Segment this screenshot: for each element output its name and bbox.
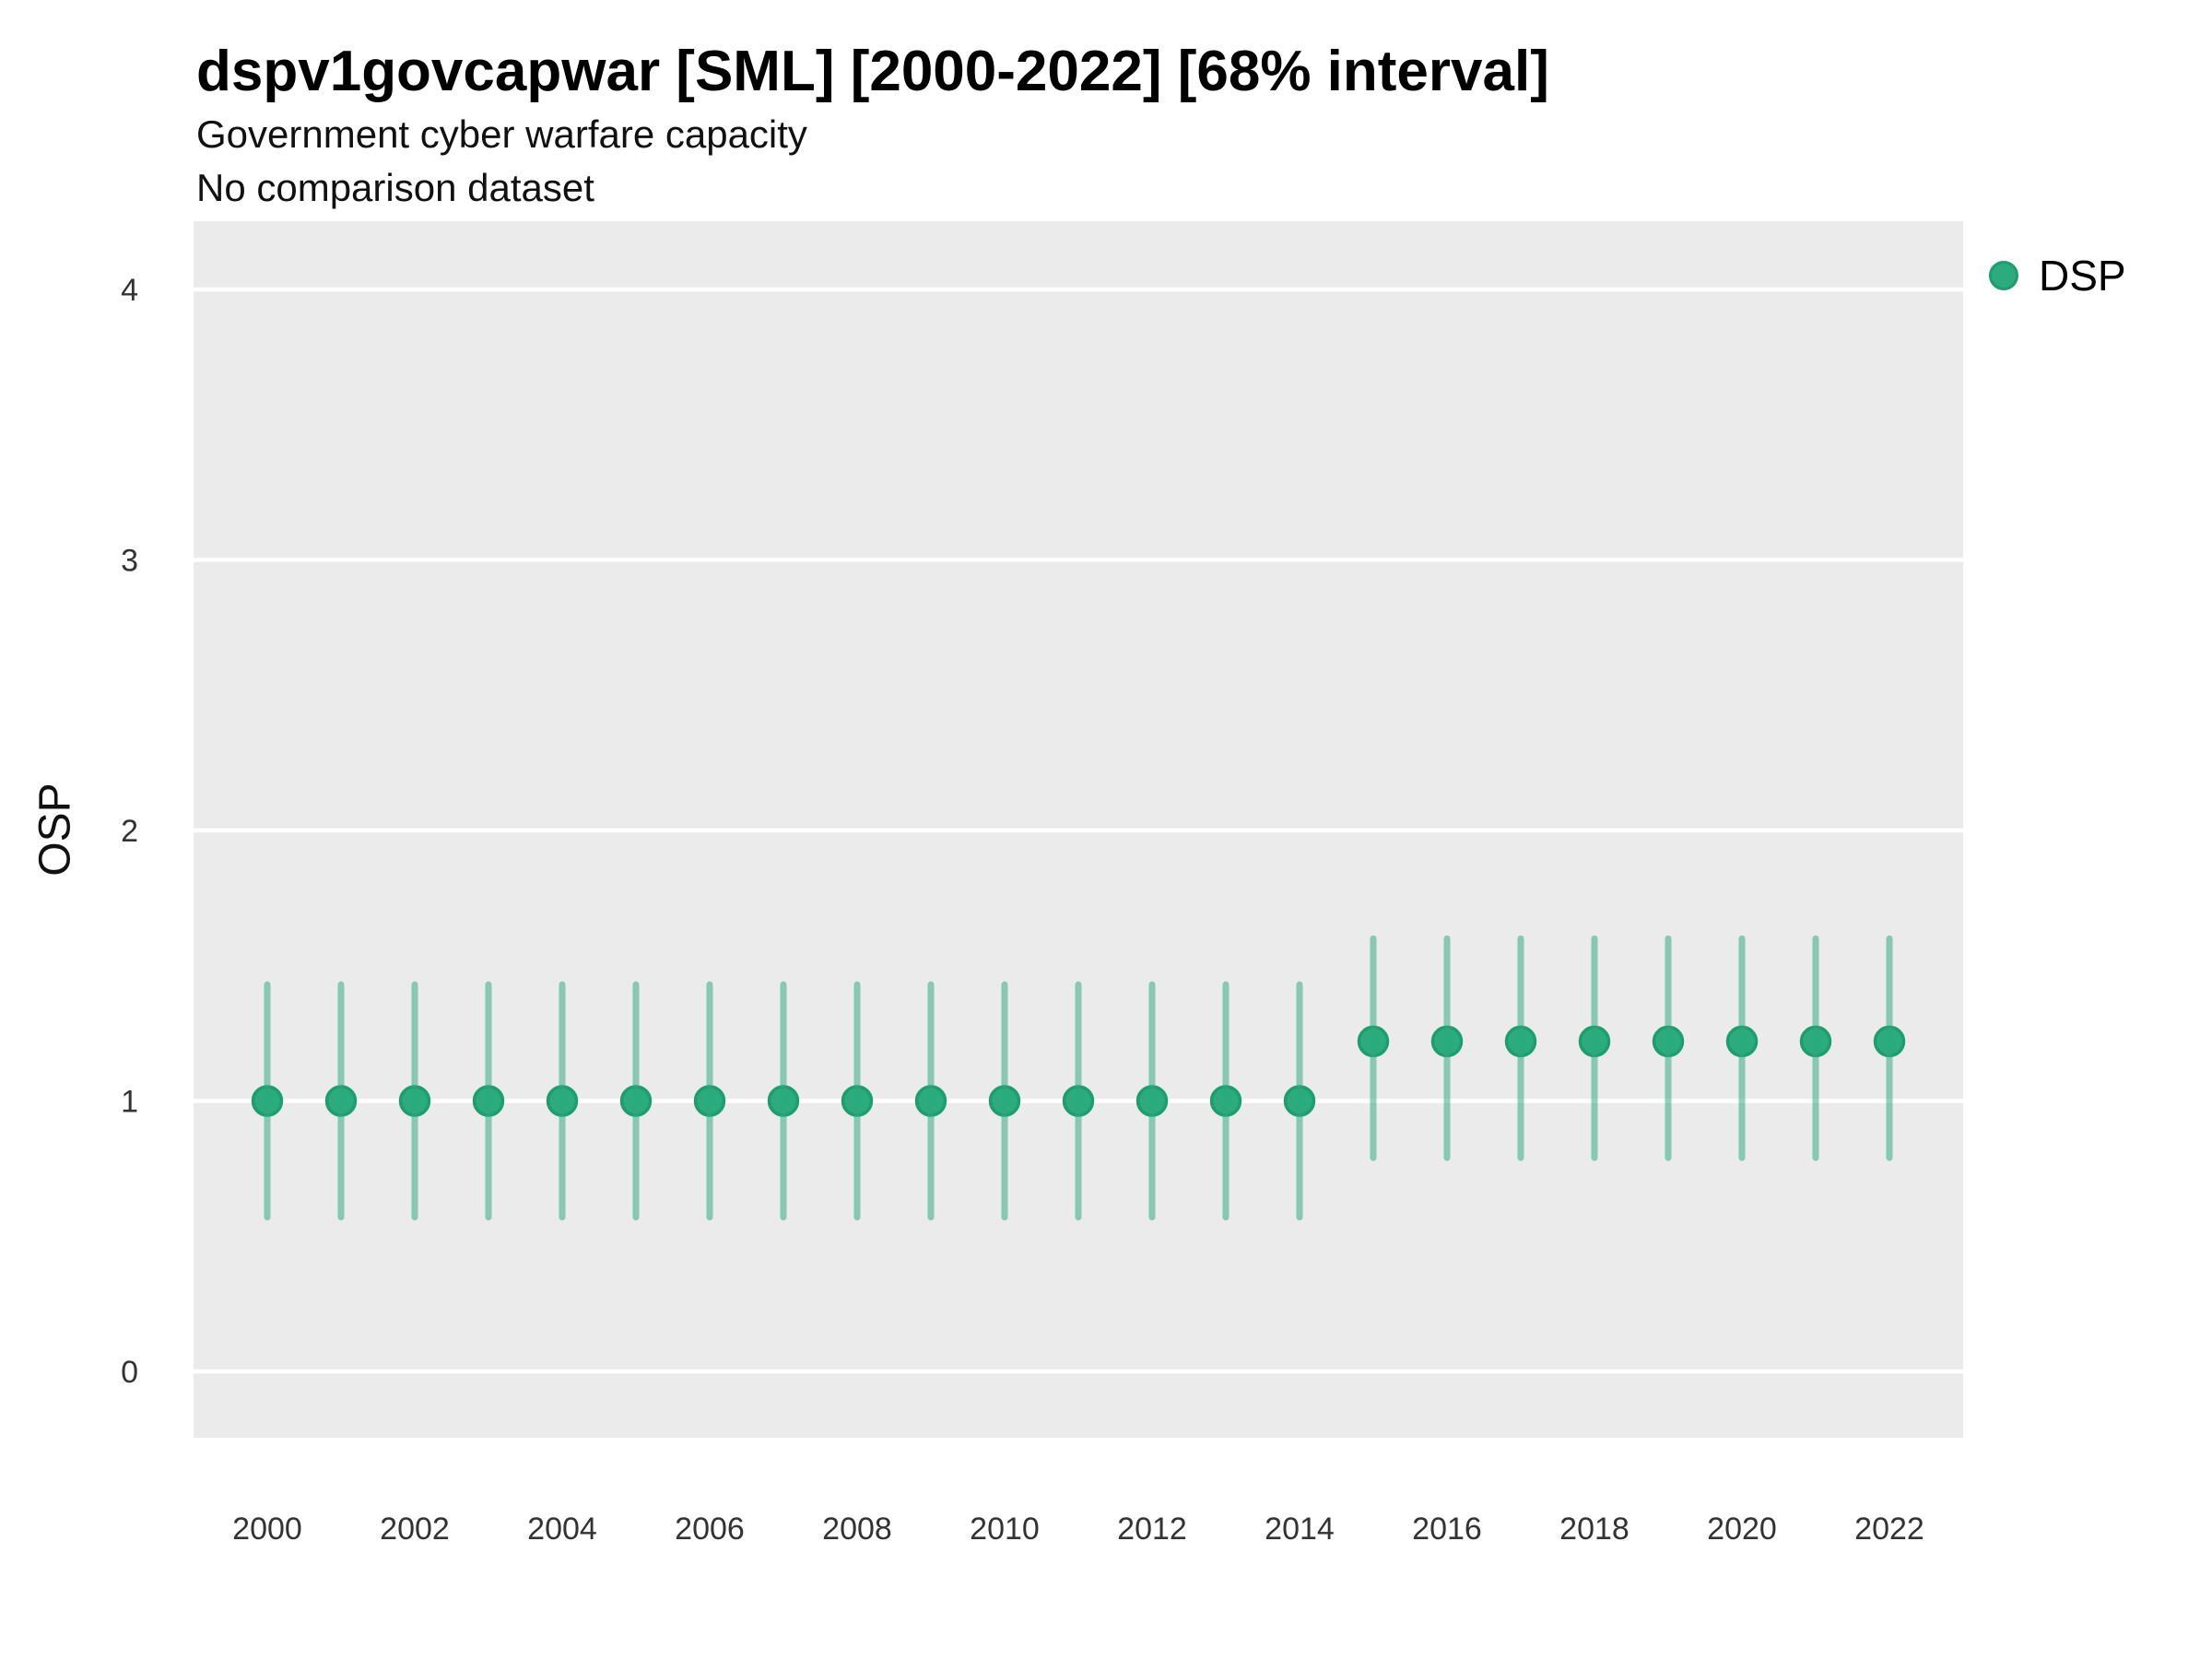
x-tick-label-2002: 2002	[380, 1512, 450, 1547]
legend-label-dsp: DSP	[2039, 252, 2126, 300]
x-tick-label-2008: 2008	[822, 1512, 892, 1547]
chart-subtitle-2: No comparison dataset	[196, 166, 594, 209]
y-tick-label-0: 0	[121, 1355, 138, 1390]
x-tick-label-2000: 2000	[232, 1512, 302, 1547]
x-tick-label-2012: 2012	[1117, 1512, 1187, 1547]
y-tick-label-1: 1	[121, 1085, 138, 1120]
x-tick-label-2022: 2022	[1854, 1512, 1924, 1547]
x-tick-label-2006: 2006	[675, 1512, 745, 1547]
y-tick-label-4: 4	[121, 273, 138, 308]
legend: DSP	[1989, 251, 2126, 300]
interval-bars-layer	[264, 935, 1893, 1221]
x-tick-label-2004: 2004	[527, 1512, 597, 1547]
x-tick-label-2010: 2010	[970, 1512, 1040, 1547]
chart-title: dspv1govcapwar [SML] [2000-2022] [68% in…	[196, 40, 1549, 103]
x-axis-tick-labels: 2000 2002 2004 2006 2008 2010 2012 2014 2016 2018…	[232, 1512, 1924, 1547]
y-axis-tick-labels: 0 1 2 3 4	[121, 273, 138, 1390]
x-tick-label-2014: 2014	[1265, 1512, 1335, 1547]
y-tick-label-3: 3	[121, 544, 138, 579]
chart-subtitle: Government cyber warfare capacity	[196, 112, 807, 156]
y-axis-label: OSP	[30, 782, 80, 877]
x-tick-label-2018: 2018	[1559, 1512, 1630, 1547]
y-tick-label-2: 2	[121, 814, 138, 849]
x-tick-label-2016: 2016	[1412, 1512, 1482, 1547]
legend-dot-icon	[1989, 261, 2018, 290]
x-tick-label-2020: 2020	[1707, 1512, 1777, 1547]
